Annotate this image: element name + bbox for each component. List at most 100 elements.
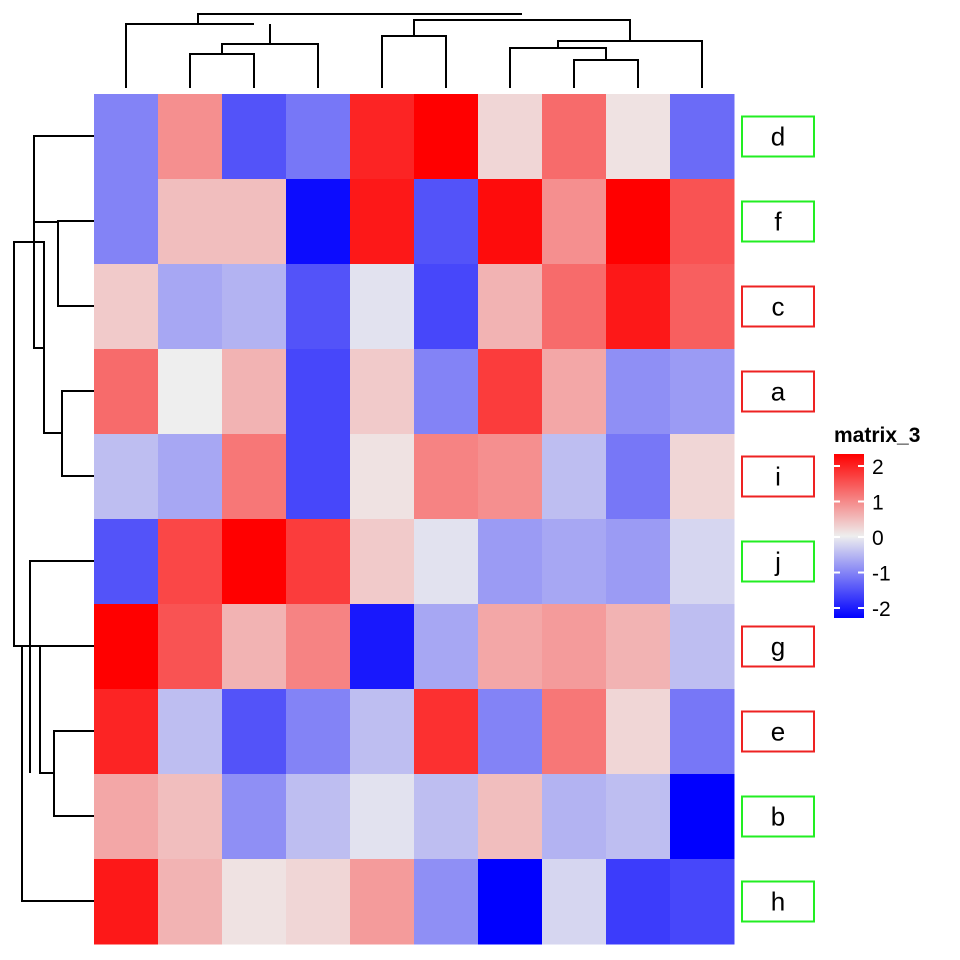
- row-label-text: c: [772, 292, 785, 322]
- heatmap-cell: [350, 179, 415, 265]
- row-label: f: [741, 200, 815, 243]
- heatmap-cell: [222, 689, 287, 775]
- heatmap-cell: [94, 434, 159, 520]
- heatmap-cell: [478, 604, 543, 690]
- heatmap-cell: [222, 859, 287, 945]
- heatmap-cell: [286, 264, 351, 350]
- heatmap-cell: [542, 94, 607, 180]
- heatmap-cell: [542, 434, 607, 520]
- row-label-box: [741, 200, 815, 243]
- row-dendrogram: [13, 135, 94, 902]
- heatmap-cell: [350, 94, 415, 180]
- heatmap-cell: [158, 264, 223, 350]
- heatmap-cell: [350, 689, 415, 775]
- heatmap-cell: [670, 774, 735, 860]
- heatmap-cell: [414, 604, 479, 690]
- row-label-text: d: [771, 122, 785, 152]
- heatmap-cell: [286, 774, 351, 860]
- heatmap-cell: [94, 604, 159, 690]
- heatmap-cell: [286, 94, 351, 180]
- heatmap-cell: [542, 774, 607, 860]
- heatmap-cell: [94, 264, 159, 350]
- row-label-box: [741, 625, 815, 668]
- row-labels: d f c a i j g e b h: [741, 115, 815, 923]
- heatmap-cell: [414, 519, 479, 605]
- row-label: e: [741, 710, 815, 753]
- heatmap-cell: [286, 859, 351, 945]
- heatmap-cell: [670, 264, 735, 350]
- heatmap-cells: [94, 94, 735, 945]
- heatmap-cell: [478, 264, 543, 350]
- row-label-text: j: [774, 547, 781, 577]
- heatmap-cell: [222, 264, 287, 350]
- row-label: g: [741, 625, 815, 668]
- heatmap-cell: [286, 434, 351, 520]
- row-label-text: h: [771, 887, 785, 917]
- heatmap-cell: [478, 349, 543, 435]
- heatmap-cell: [606, 179, 671, 265]
- heatmap-cell: [286, 689, 351, 775]
- heatmap-cell: [542, 604, 607, 690]
- heatmap-cell: [478, 94, 543, 180]
- heatmap-cell: [414, 349, 479, 435]
- legend-tick-label: -1: [872, 563, 891, 586]
- row-label: c: [741, 285, 815, 328]
- heatmap-cell: [542, 689, 607, 775]
- row-label: b: [741, 795, 815, 838]
- heatmap-cell: [478, 434, 543, 520]
- heatmap-cell: [158, 604, 223, 690]
- heatmap-cell: [350, 859, 415, 945]
- row-label: d: [741, 115, 815, 158]
- heatmap-cell: [414, 434, 479, 520]
- heatmap-cell: [286, 604, 351, 690]
- heatmap-cell: [222, 349, 287, 435]
- heatmap-cell: [414, 264, 479, 350]
- heatmap-cell: [606, 349, 671, 435]
- row-label-box: [741, 710, 815, 753]
- row-label-box: [741, 370, 815, 413]
- heatmap-cell: [606, 264, 671, 350]
- heatmap-cell: [670, 519, 735, 605]
- row-label-text: i: [775, 462, 781, 492]
- heatmap-cell: [286, 349, 351, 435]
- heatmap-cell: [158, 179, 223, 265]
- heatmap-cell: [222, 604, 287, 690]
- heatmap-cell: [414, 94, 479, 180]
- color-legend: matrix_3 2 1 0 -1 -2: [834, 424, 920, 621]
- heatmap-cell: [606, 689, 671, 775]
- row-label-box: [741, 880, 815, 923]
- heatmap-cell: [670, 604, 735, 690]
- heatmap-cell: [606, 604, 671, 690]
- heatmap-cell: [158, 859, 223, 945]
- row-label-text: e: [771, 717, 785, 747]
- heatmap-cell: [414, 774, 479, 860]
- heatmap-cell: [222, 94, 287, 180]
- heatmap-cell: [222, 774, 287, 860]
- row-label-box: [741, 540, 815, 583]
- row-label-box: [741, 795, 815, 838]
- row-label-text: g: [771, 632, 785, 662]
- heatmap-cell: [158, 94, 223, 180]
- heatmap-cell: [94, 94, 159, 180]
- heatmap-cell: [414, 859, 479, 945]
- heatmap-cell: [350, 349, 415, 435]
- heatmap-cell: [542, 349, 607, 435]
- heatmap-cell: [94, 179, 159, 265]
- heatmap-cell: [286, 179, 351, 265]
- heatmap-cell: [350, 264, 415, 350]
- heatmap-cell: [286, 519, 351, 605]
- heatmap-cell: [542, 179, 607, 265]
- legend-tick-label: 0: [872, 527, 884, 550]
- legend-tick-label: 2: [872, 456, 884, 479]
- row-label-text: a: [771, 377, 786, 407]
- column-dendrogram: [125, 13, 703, 88]
- heatmap-cell: [542, 859, 607, 945]
- heatmap-cell: [670, 434, 735, 520]
- row-label: h: [741, 880, 815, 923]
- heatmap-cell: [94, 859, 159, 945]
- heatmap-cell: [670, 349, 735, 435]
- heatmap-cell: [94, 689, 159, 775]
- row-label: j: [741, 540, 815, 583]
- heatmap-cell: [350, 774, 415, 860]
